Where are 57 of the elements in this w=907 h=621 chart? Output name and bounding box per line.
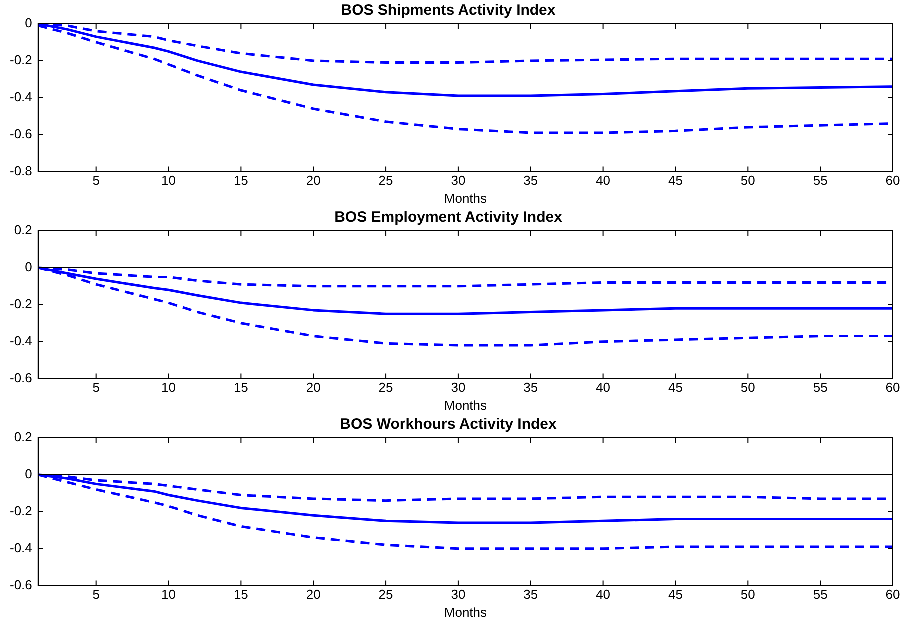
x-tick-label: 45 [668,173,683,188]
x-tick-label: 20 [306,380,321,396]
x-tick-label: 50 [740,587,756,602]
chart-title: BOS Workhours Activity Index [340,416,558,434]
y-tick-label: 0.2 [14,430,32,445]
x-tick-label: 30 [451,380,466,396]
y-tick-label: -0.4 [10,540,32,556]
chart-title: BOS Employment Activity Index [334,209,564,226]
y-tick-label: 0.2 [14,222,32,238]
x-tick-label: 60 [886,380,900,396]
x-tick-label: 5 [92,173,100,188]
x-tick-label: 5 [92,380,100,396]
x-tick-label: 55 [813,380,828,396]
x-tick-label: 55 [813,173,828,188]
x-tick-label: 40 [596,380,611,396]
y-tick-label: -0.8 [10,163,32,178]
x-tick-label: 10 [162,587,176,602]
x-tick-label: 35 [524,587,538,602]
x-tick-label: 20 [306,587,321,602]
y-tick-label: 0 [25,16,32,31]
x-tick-label: 35 [524,173,538,188]
y-tick-label: -0.4 [10,89,32,104]
y-tick-label: -0.6 [10,577,32,592]
y-tick-label: -0.2 [10,52,32,68]
y-tick-label: 0 [25,466,32,482]
x-tick-label: 25 [378,587,394,602]
chart-title: BOS Shipments Activity Index [341,2,556,20]
x-tick-label: 15 [234,173,248,188]
y-tick-label: -0.2 [10,296,32,312]
y-tick-label: -0.2 [10,503,32,518]
x-tick-label: 10 [162,380,176,396]
x-tick-label: 5 [92,587,100,602]
x-axis-title: Months [444,604,488,620]
y-tick-label: -0.4 [10,333,32,348]
x-tick-label: 30 [451,173,466,188]
x-tick-label: 60 [886,587,900,602]
x-tick-label: 15 [234,380,248,396]
x-tick-label: 50 [740,380,756,396]
x-tick-label: 10 [162,173,176,188]
x-axis-title: Months [444,398,488,413]
x-tick-label: 20 [306,173,321,188]
x-tick-label: 30 [451,587,466,602]
x-tick-label: 25 [378,380,394,396]
x-tick-label: 35 [524,380,538,396]
y-tick-label: -0.6 [10,370,32,386]
x-tick-label: 45 [668,380,683,396]
x-tick-label: 25 [378,173,394,188]
x-tick-label: 45 [668,587,683,602]
x-tick-label: 50 [740,173,756,188]
x-tick-label: 60 [886,173,900,188]
x-tick-label: 40 [596,173,611,188]
x-tick-label: 15 [234,587,248,602]
x-axis-title: Months [444,190,488,206]
y-tick-label: -0.6 [10,126,32,142]
x-tick-label: 55 [813,587,828,602]
y-tick-label: 0 [25,260,32,275]
x-tick-label: 40 [596,587,611,602]
